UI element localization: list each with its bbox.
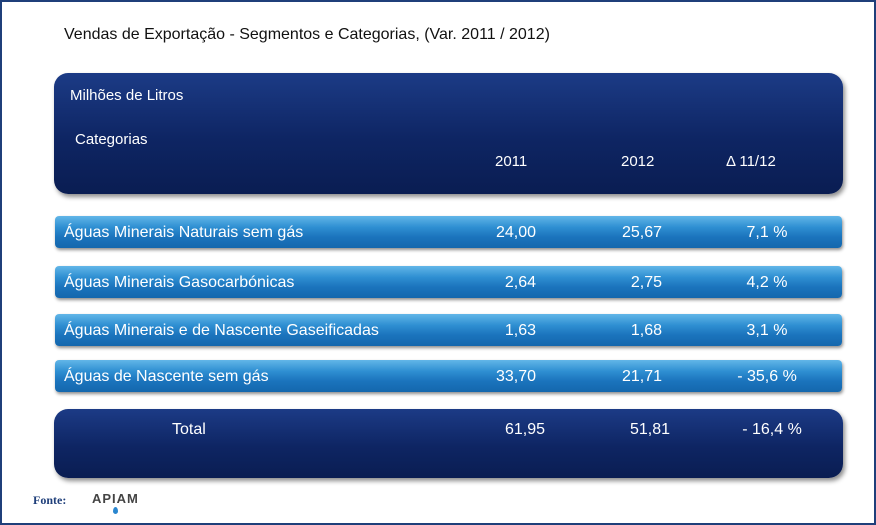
row-label: Águas de Nascente sem gás: [64, 368, 269, 385]
total-label: Total: [172, 421, 206, 438]
row-value-2011: 1,63: [504, 322, 536, 339]
total-value-delta: - 16,4 %: [742, 421, 802, 438]
row-value-2012: 1,68: [630, 322, 662, 339]
row-value-delta: 3,1 %: [746, 322, 788, 339]
column-header-2011: 2011: [495, 153, 528, 170]
table-row: Águas Minerais Naturais sem gás 24,00 25…: [55, 216, 842, 248]
row-label: Águas Minerais e de Nascente Gaseificada…: [64, 322, 379, 339]
total-panel: Total 61,95 51,81 - 16,4 %: [54, 409, 843, 478]
unit-label: Milhões de Litros: [70, 87, 184, 104]
table-header-panel: Milhões de Litros Categorias 2011 2012 Δ…: [54, 73, 843, 194]
column-header-delta: Δ 11/12: [726, 153, 776, 170]
row-value-2011: 24,00: [495, 224, 536, 241]
row-value-delta: 7,1 %: [746, 224, 788, 241]
row-value-2011: 2,64: [504, 274, 536, 291]
water-drop-icon: [113, 507, 118, 514]
row-label: Águas Minerais Gasocarbónicas: [64, 274, 295, 291]
row-label: Águas Minerais Naturais sem gás: [64, 224, 304, 241]
table-row: Águas Minerais e de Nascente Gaseificada…: [55, 314, 842, 346]
total-value-2011: 61,95: [504, 421, 545, 438]
page-title: Vendas de Exportação - Segmentos e Categ…: [64, 26, 550, 43]
row-value-2012: 25,67: [621, 224, 662, 241]
categories-label: Categorias: [75, 131, 148, 148]
table-row: Águas Minerais Gasocarbónicas 2,64 2,75 …: [55, 266, 842, 298]
column-header-2012: 2012: [621, 153, 655, 170]
row-value-delta: 4,2 %: [746, 274, 788, 291]
apiam-logo: APIAM: [92, 491, 139, 506]
row-value-2012: 2,75: [630, 274, 662, 291]
source-label: Fonte:: [33, 493, 67, 507]
total-value-2012: 51,81: [629, 421, 670, 438]
table-row: Águas de Nascente sem gás 33,70 21,71 - …: [55, 360, 842, 392]
row-value-2012: 21,71: [621, 368, 662, 385]
row-value-2011: 33,70: [495, 368, 536, 385]
row-value-delta: - 35,6 %: [737, 368, 797, 385]
